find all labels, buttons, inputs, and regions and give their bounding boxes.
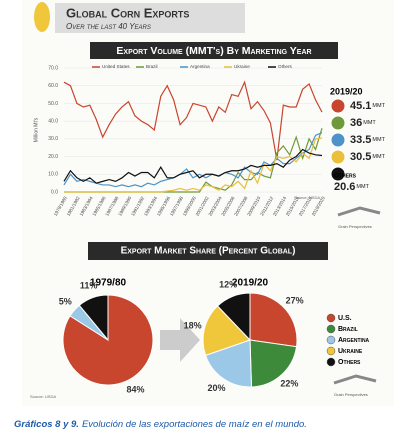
summary-flag [330,166,346,182]
legend-label: Argentina [338,337,370,344]
pie-value-label: 18% [184,320,202,330]
summary-number: 45.1 [350,100,371,112]
series-line [63,80,323,161]
pie-title: 1979/80 [90,278,127,289]
pie-value-label: 84% [126,384,144,394]
legend-label: Ukraine [338,348,363,355]
y-tick-label: 40.0 [48,118,58,124]
pie-slice [78,294,109,342]
summary-value: 30.5MMT [350,151,386,163]
summary-flag [330,149,346,165]
y-tick-label: 30.0 [48,136,58,142]
pie-value-label: 12% [219,280,237,290]
legend-label: Brazil [338,326,358,333]
share-title: Export Market Share (Percent Global) [121,246,296,257]
summary-value: 36MMT [350,117,376,129]
summary-unit: MMT [363,120,376,126]
caption-text: Evolución de las exportaciones de maíz e… [82,419,307,430]
summary-unit: MMT [372,154,385,160]
arrow [160,318,200,362]
y-tick-label: 60.0 [48,83,58,89]
series-line [63,132,323,188]
brand-bottom: Grain Perspectives [333,374,377,397]
legend-swatch [326,357,336,367]
y-tick-label: 50.0 [48,101,58,107]
header-title: Global Corn Exports [66,5,189,20]
share-title-bar [88,242,328,260]
summary-number: 20.6 [334,181,355,193]
y-tick-label: 0.0 [51,189,58,195]
share-source: Source: USDA [30,394,56,399]
summary-number: 30.5 [350,151,371,163]
pie-value-label: 20% [208,383,226,393]
pie-value-label: 5% [59,297,72,307]
pie-slice [202,305,251,357]
legend-label: Ukraine [234,64,250,69]
legend-label: Others [278,64,292,69]
legend-swatch [326,313,336,323]
pie-slice [249,292,298,348]
summary-unit: MMT [372,137,385,143]
brand: Grain Perspectives [338,224,372,229]
summary-number: 36 [350,117,362,129]
pie-title: 2019/20 [232,278,269,289]
brand-top: Grain Perspectives [337,206,381,229]
summary-flag [330,132,346,148]
legend-swatch [326,346,336,356]
corn-icon [34,2,50,32]
caption-lead: Gráficos 8 y 9. [14,419,79,430]
summary-unit: MMT [356,184,369,190]
y-tick-label: 20.0 [48,154,58,160]
pie-value-label: 27% [286,296,304,306]
series-line [64,137,323,193]
caption: Gráficos 8 y 9. Evolución de las exportac… [14,419,307,430]
legend-label: United States [102,64,130,69]
summary-title: 2019/20 [330,86,363,96]
series-line [63,148,323,184]
summary-unit: MMT [372,103,385,109]
legend-label: Brazil [146,64,158,69]
chart-title-bar [90,42,338,59]
summary-flag [330,98,346,114]
pie-value-label: 22% [280,378,298,388]
summary-value: 45.1MMT [350,100,386,112]
summary-others: Others [334,173,357,180]
legend-label: Others [338,359,361,366]
y-tick-label: 10.0 [48,172,58,178]
y-axis-label: Million Mt's [33,117,39,142]
summary-flag [330,115,346,131]
chart-title: Export Volume (MMT's) By Marketing Year [116,45,311,57]
pie-slice [216,292,251,342]
legend-label: Argentina [190,64,210,69]
header-band [55,3,245,33]
header-subtitle: Over the last 40 Years [66,22,151,31]
legend-swatch [326,324,336,334]
legend-swatch [326,335,336,345]
summary-value: 33.5MMT [350,134,386,146]
pie-value-label: 11% [80,281,98,291]
source: Source: USDA [294,195,320,200]
brand: Grain Perspectives [334,392,368,397]
summary-value: 20.6MMT [334,181,370,193]
pie-slice [249,339,298,388]
y-tick-label: 70.0 [48,65,58,71]
summary-number: 33.5 [350,134,371,146]
legend-label: U.S. [338,315,352,322]
